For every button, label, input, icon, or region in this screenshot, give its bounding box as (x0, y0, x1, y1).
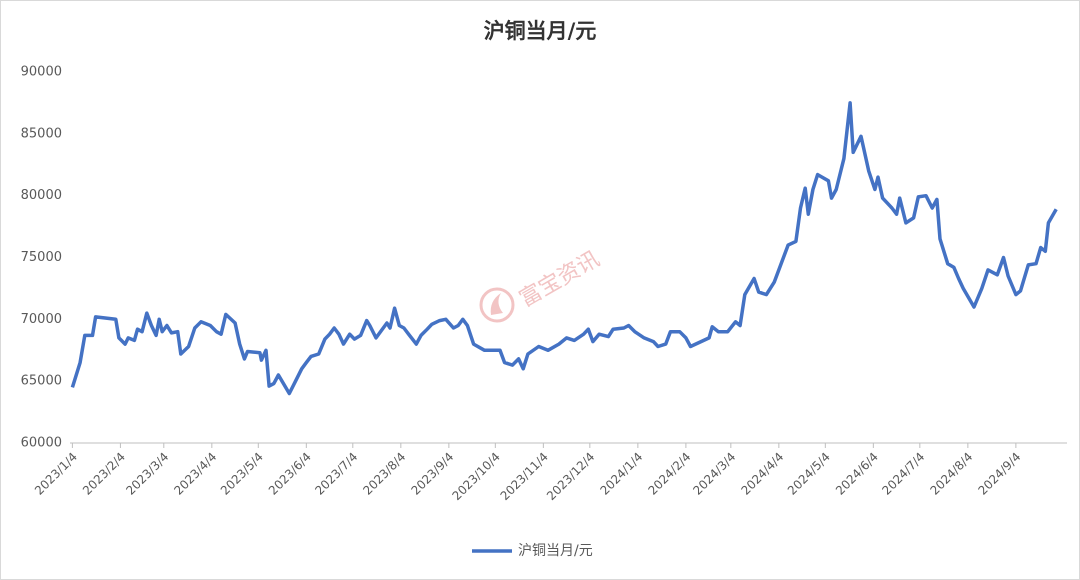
chart-title: 沪铜当月/元 (484, 19, 597, 43)
y-tick-label: 80000 (21, 188, 62, 203)
y-tick-label: 85000 (21, 126, 62, 141)
y-tick-label: 60000 (21, 436, 62, 451)
watermark-logo (479, 287, 515, 323)
y-tick-label: 70000 (21, 312, 62, 327)
y-tick-label: 75000 (21, 250, 62, 265)
legend-label: 沪铜当月/元 (518, 543, 593, 559)
series-line (70, 101, 1058, 396)
y-tick-label: 65000 (21, 374, 62, 389)
y-tick-label: 90000 (21, 65, 62, 80)
